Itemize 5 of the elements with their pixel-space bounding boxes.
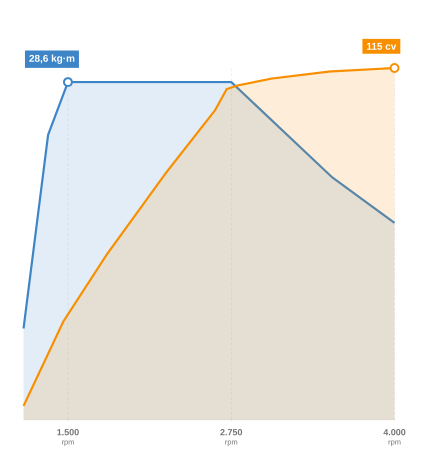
x-tick-label: 2.750 [220, 429, 242, 436]
annotation: 28,6 kg·m [30, 54, 75, 64]
annotation: 115 cv [367, 42, 397, 50]
x-tick-label: 4.000 [384, 429, 406, 436]
x-tick-label: 1.500 [58, 429, 80, 436]
